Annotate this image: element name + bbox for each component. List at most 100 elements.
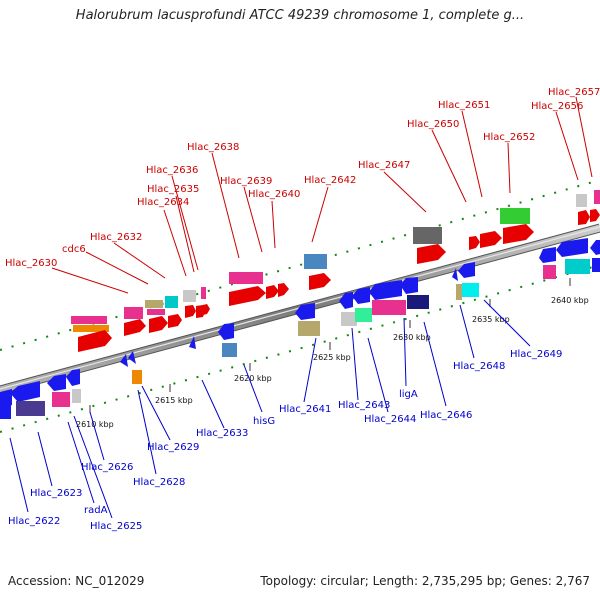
gene-block[interactable] xyxy=(355,308,372,322)
gene-arrow[interactable] xyxy=(452,268,458,281)
gene-block[interactable] xyxy=(456,284,462,300)
gene-arrow[interactable] xyxy=(10,381,40,402)
forward-features[interactable] xyxy=(71,190,600,352)
gene-arrow[interactable] xyxy=(128,351,136,364)
gene-arrow[interactable] xyxy=(168,314,182,328)
gene-block[interactable] xyxy=(413,227,442,244)
gene-arrow[interactable] xyxy=(78,330,112,352)
gene-arrow[interactable] xyxy=(352,287,370,304)
gene-block[interactable] xyxy=(543,265,556,279)
gene-label: cdc6 xyxy=(62,244,86,255)
gene-label: Hlac_2632 xyxy=(90,232,142,243)
gene-arrow[interactable] xyxy=(196,305,205,318)
gene-block[interactable] xyxy=(124,307,143,319)
gene-label: Hlac_2657 xyxy=(548,87,600,98)
gene-arrow[interactable] xyxy=(66,369,80,386)
gene-arrow[interactable] xyxy=(266,285,279,299)
gene-arrow[interactable] xyxy=(369,280,402,300)
gene-arrow[interactable] xyxy=(189,336,196,349)
gene-arrow[interactable] xyxy=(229,286,266,306)
gene-block[interactable] xyxy=(183,290,196,302)
scale-label: 2640 kbp xyxy=(551,296,589,305)
gene-block[interactable] xyxy=(52,392,70,407)
scale-label: 2615 kbp xyxy=(155,396,193,405)
gene-block[interactable] xyxy=(222,343,237,357)
gene-arrow[interactable] xyxy=(590,240,600,255)
gene-arrow[interactable] xyxy=(120,354,128,367)
gene-arrow[interactable] xyxy=(185,305,196,318)
gene-label: Hlac_2649 xyxy=(510,349,562,360)
gene-block[interactable] xyxy=(229,272,263,284)
gene-block[interactable] xyxy=(71,316,107,324)
gene-block[interactable] xyxy=(147,309,165,315)
gene-block[interactable] xyxy=(0,405,11,419)
gene-label: radA xyxy=(84,505,108,516)
gene-label: Hlac_2628 xyxy=(133,477,185,488)
gene-block[interactable] xyxy=(72,389,81,403)
gene-arrow[interactable] xyxy=(590,209,600,222)
gene-arrow[interactable] xyxy=(218,323,234,340)
gene-arrow[interactable] xyxy=(0,389,12,408)
gene-block[interactable] xyxy=(407,295,429,309)
gene-block[interactable] xyxy=(565,259,590,274)
gene-block[interactable] xyxy=(73,325,109,332)
gene-label: Hlac_2656 xyxy=(531,101,583,112)
gene-arrow[interactable] xyxy=(278,283,289,297)
gene-label: Hlac_2648 xyxy=(453,361,505,372)
gene-label: Hlac_2636 xyxy=(146,165,198,176)
gene-label: Hlac_2630 xyxy=(5,258,57,269)
gene-block[interactable] xyxy=(341,312,357,326)
gene-arrow[interactable] xyxy=(578,210,590,225)
gene-block[interactable] xyxy=(500,208,530,224)
gene-label: Hlac_2644 xyxy=(364,414,416,425)
forward-labels: Hlac_2630 cdc6 Hlac_2632 Hlac_2634 Hlac_… xyxy=(5,87,600,269)
gene-arrow[interactable] xyxy=(295,303,315,320)
gene-arrow[interactable] xyxy=(203,304,210,315)
gene-block[interactable] xyxy=(201,287,206,299)
gene-block[interactable] xyxy=(462,283,479,297)
gene-label: Hlac_2650 xyxy=(407,119,459,130)
gene-label: ligA xyxy=(399,389,418,400)
gene-label: Hlac_2626 xyxy=(81,462,133,473)
summary-text: Topology: circular; Length: 2,735,295 bp… xyxy=(260,574,590,588)
gene-arrow[interactable] xyxy=(503,224,534,244)
map-title: Halorubrum lacusprofundi ATCC 49239 chro… xyxy=(75,8,525,23)
gene-block[interactable] xyxy=(145,300,163,308)
gene-label: Hlac_2623 xyxy=(30,488,82,499)
reverse-features[interactable] xyxy=(0,238,600,419)
gene-arrow[interactable] xyxy=(47,374,66,391)
gene-block[interactable] xyxy=(594,190,600,204)
gene-arrow[interactable] xyxy=(124,319,146,336)
gene-block[interactable] xyxy=(592,258,600,272)
gene-arrow[interactable] xyxy=(458,262,475,278)
gene-label: Hlac_2647 xyxy=(358,160,410,171)
gene-block[interactable] xyxy=(372,300,406,315)
gene-label: Hlac_2643 xyxy=(338,400,390,411)
gene-block[interactable] xyxy=(132,370,142,384)
reverse-labels: Hlac_2622 Hlac_2623 radA Hlac_2625 Hlac_… xyxy=(8,349,562,532)
gene-block[interactable] xyxy=(304,254,327,269)
gene-label: Hlac_2635 xyxy=(147,184,199,195)
gene-block[interactable] xyxy=(298,321,320,336)
gene-arrow[interactable] xyxy=(339,292,353,309)
gene-block[interactable] xyxy=(576,194,587,207)
gene-arrow[interactable] xyxy=(400,277,418,294)
gene-block[interactable] xyxy=(165,296,178,308)
gene-label: Hlac_2633 xyxy=(196,428,248,439)
gene-arrow[interactable] xyxy=(309,273,331,290)
gene-block[interactable] xyxy=(16,401,45,416)
gene-arrow[interactable] xyxy=(469,236,480,250)
gene-arrow[interactable] xyxy=(149,316,168,333)
scale-label: 2630 kbp xyxy=(393,333,431,342)
gene-label: Hlac_2651 xyxy=(438,100,490,111)
gene-arrow[interactable] xyxy=(480,231,502,248)
gene-label: Hlac_2646 xyxy=(420,410,472,421)
gene-label: hisG xyxy=(253,416,275,427)
gene-label: Hlac_2634 xyxy=(137,197,189,208)
gene-label: Hlac_2625 xyxy=(90,521,142,532)
gene-arrow[interactable] xyxy=(539,247,556,263)
gene-arrow[interactable] xyxy=(556,238,588,257)
gene-arrow[interactable] xyxy=(417,244,446,264)
gene-label: Hlac_2629 xyxy=(147,442,199,453)
